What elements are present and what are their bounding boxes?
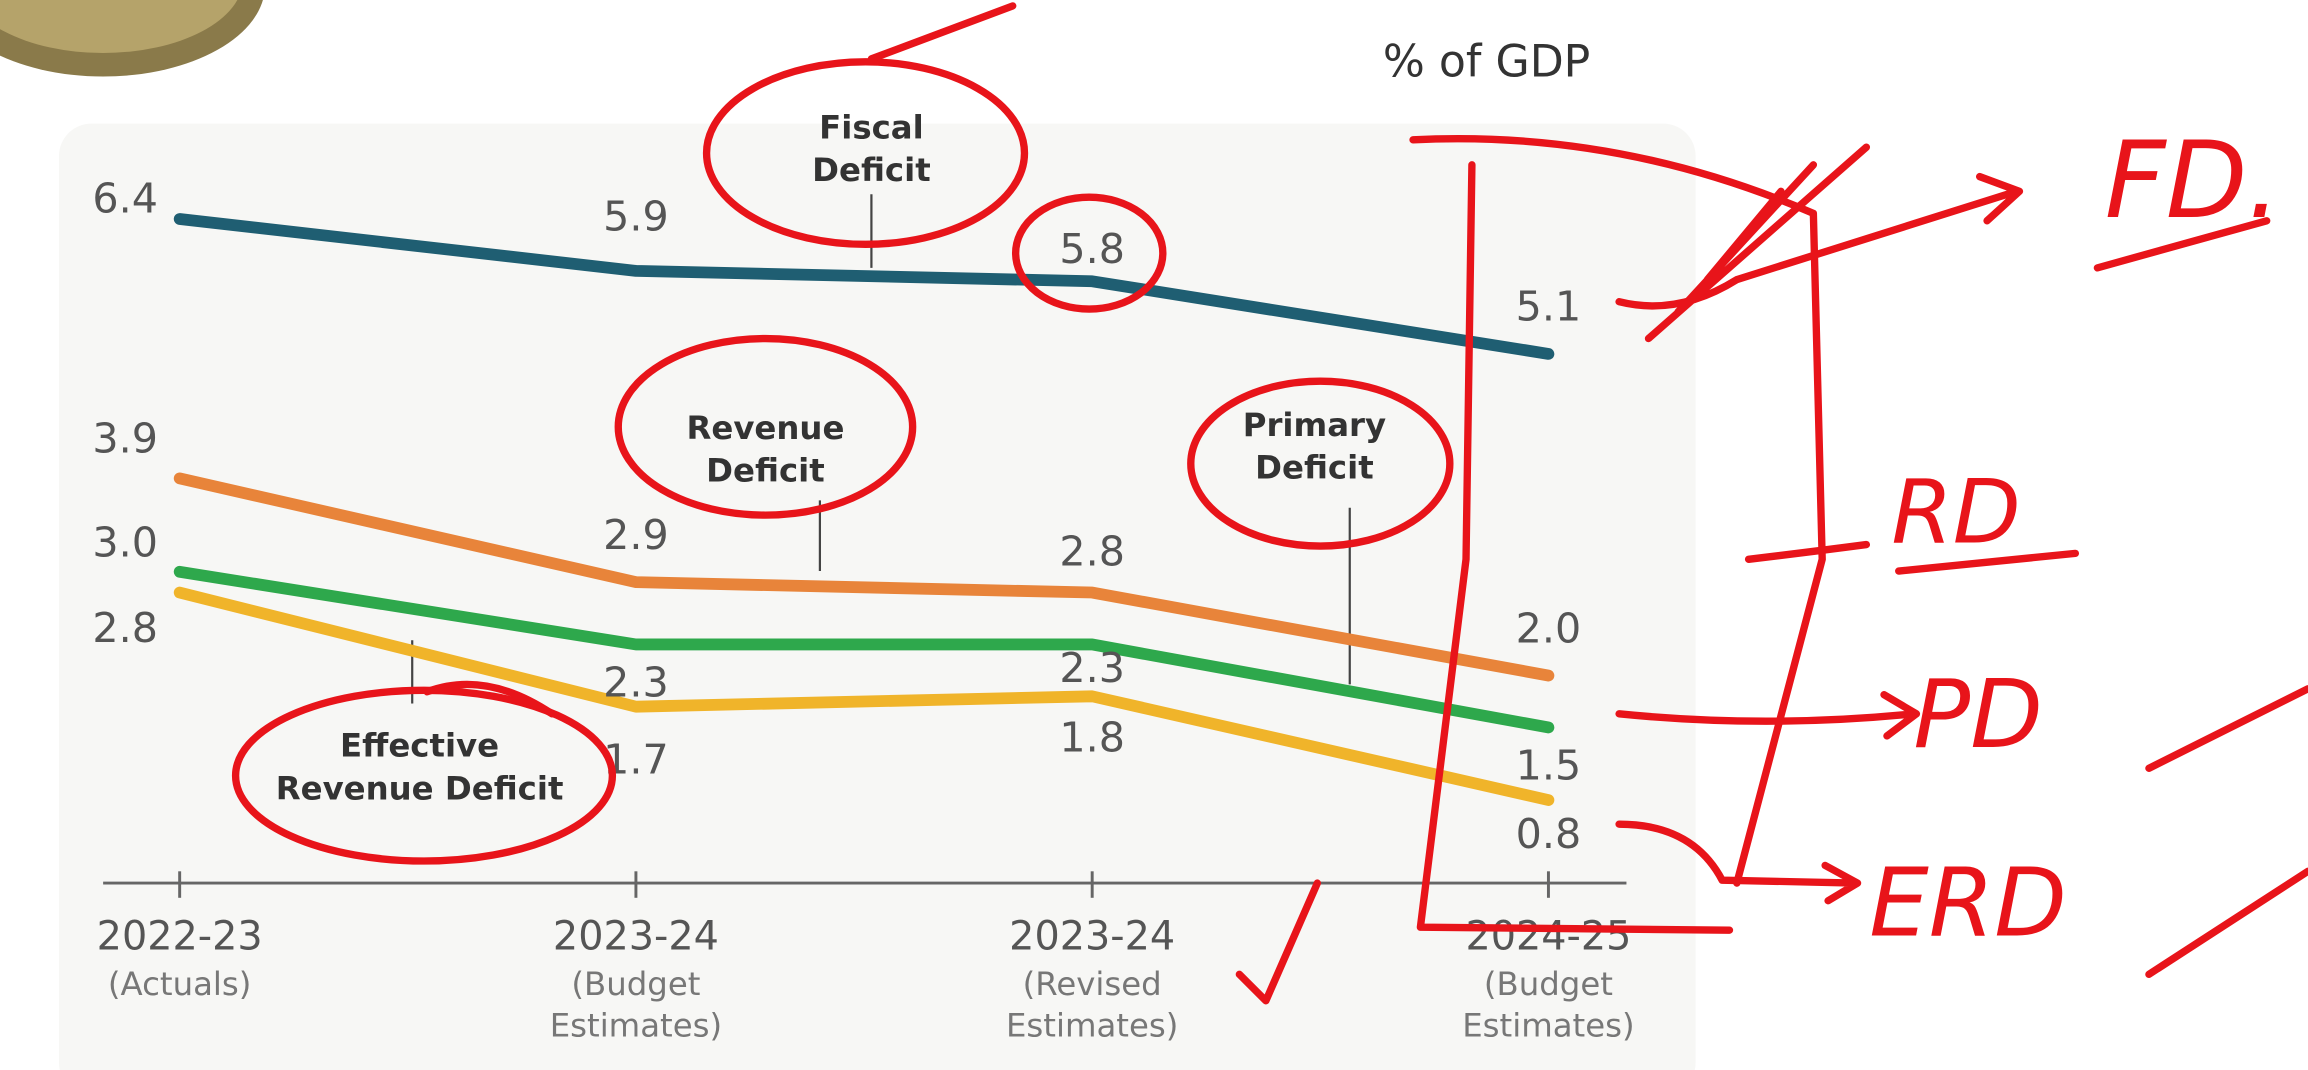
annotation: Deficit <box>706 451 825 489</box>
underline <box>1895 217 2308 979</box>
data-label: 5.1 <box>1516 283 1582 331</box>
annotation: Primary <box>1243 406 1386 444</box>
data-label: 6.4 <box>92 174 158 222</box>
x-tick-label: 2023-24 <box>1009 914 1175 960</box>
x-tick-note: Estimates) <box>1462 1006 1634 1044</box>
annotation: Effective <box>340 727 499 765</box>
chart-panel <box>58 123 1696 1070</box>
handwriting: FD. RD PD ERD <box>231 2 2308 1005</box>
data-label: 3.0 <box>92 518 158 566</box>
chart-subtitle: % of GDP <box>1383 37 1590 88</box>
handwritten-note: PD <box>1913 661 2042 770</box>
handwritten-note: ERD <box>1869 849 2066 958</box>
bracket <box>1409 135 1826 934</box>
stroke <box>867 2 1017 63</box>
data-label: 1.5 <box>1516 742 1582 790</box>
coin-image-face <box>0 0 238 53</box>
annotation: Deficit <box>1255 449 1374 487</box>
data-label: 5.9 <box>603 192 669 240</box>
circle <box>1011 193 1167 313</box>
data-label: 0.8 <box>1516 810 1582 858</box>
x-tick-label: 2022-23 <box>97 914 263 960</box>
data-label: 2.3 <box>603 659 669 707</box>
x-tick-note: (Actuals) <box>108 965 251 1003</box>
data-label: 2.0 <box>1516 604 1582 652</box>
data-label: 2.8 <box>1059 527 1125 575</box>
circle <box>1187 377 1454 550</box>
x-tick-note: (Budget <box>1484 965 1613 1003</box>
series-line <box>173 213 1555 360</box>
series-line <box>173 472 1555 682</box>
handwritten-note: RD <box>1891 460 2020 563</box>
data-label: 5.8 <box>1059 225 1125 273</box>
arrow <box>1615 820 1862 905</box>
data-label: 2.9 <box>603 511 669 559</box>
check <box>1235 879 1322 1005</box>
stroke <box>1744 540 1871 563</box>
handwritten-note: FD. <box>2105 119 2281 242</box>
stroke <box>423 680 556 718</box>
stroke <box>1644 143 1871 343</box>
annotation: Fiscal <box>819 109 924 147</box>
x-tick-note: (Revised <box>1023 965 1162 1003</box>
data-label: 2.3 <box>1059 644 1125 692</box>
arrow <box>1615 691 1921 740</box>
data-label: 1.8 <box>1059 713 1125 761</box>
annotation: Revenue Deficit <box>276 769 564 807</box>
data-label: 2.8 <box>92 604 158 652</box>
x-tick-label: 2024-25 <box>1465 914 1631 960</box>
data-label: 3.9 <box>92 415 158 463</box>
x-tick-note: (Budget <box>571 965 700 1003</box>
annotation: Revenue <box>686 409 844 447</box>
annotation: Deficit <box>812 151 931 189</box>
series-line <box>173 586 1555 806</box>
x-tick-label: 2023-24 <box>553 914 719 960</box>
circle <box>702 58 1029 248</box>
x-tick-note: Estimates) <box>1006 1006 1178 1044</box>
x-tick-note: Estimates) <box>550 1006 722 1044</box>
series-line <box>173 565 1555 734</box>
circle <box>614 334 917 519</box>
